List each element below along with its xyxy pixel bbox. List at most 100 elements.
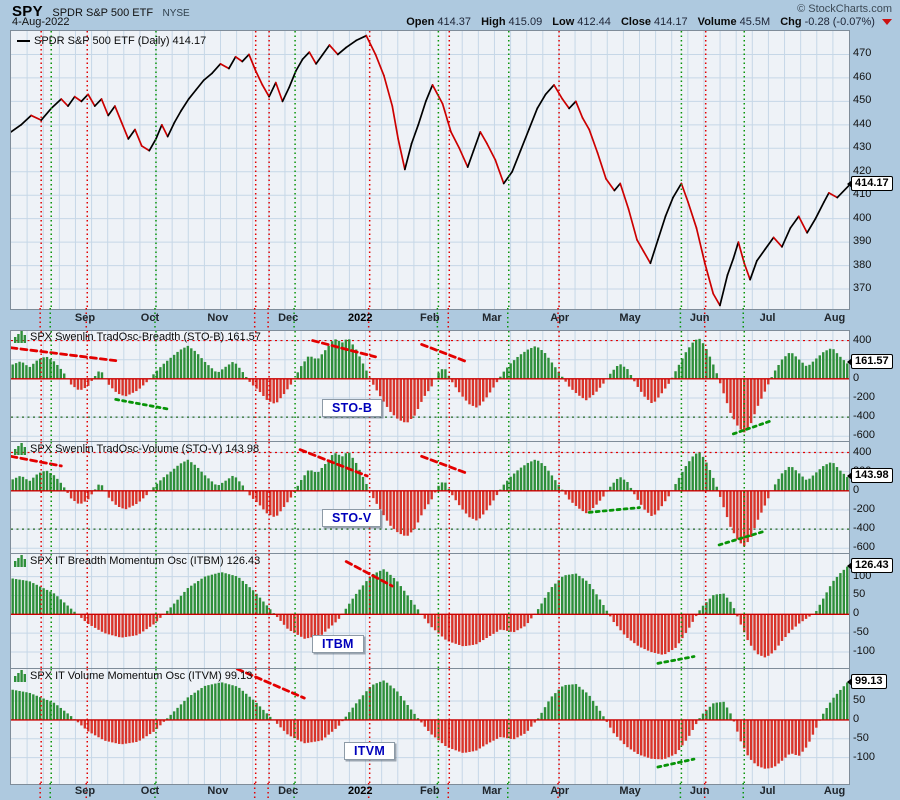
stob-panel[interactable] — [10, 330, 850, 443]
down-triangle-icon — [882, 19, 892, 26]
itvm-canvas — [11, 669, 849, 784]
axis-tick-label: -600 — [853, 429, 876, 442]
line-swatch-icon — [17, 40, 30, 42]
axis-tick-label: 0 — [853, 483, 860, 496]
month-axis-top-canvas — [39, 308, 744, 330]
axis-tick-label: -400 — [853, 522, 876, 535]
itbm-value-tag: 126.43 — [847, 557, 893, 573]
stov-value-tag: 143.98 — [847, 468, 893, 484]
chg-label: Chg — [780, 16, 802, 28]
axis-tick-label: -200 — [853, 390, 876, 403]
stob-canvas — [11, 331, 849, 442]
histogram-bars — [11, 452, 849, 547]
month-label: Jul — [759, 312, 776, 324]
price-line — [11, 34, 849, 307]
axis-tick-label: 440 — [853, 117, 872, 130]
trendline-annotation-red — [298, 448, 369, 478]
month-label: Feb — [420, 785, 440, 797]
axis-tick-label: -100 — [853, 750, 876, 763]
copyright-label: © StockCharts.com — [797, 3, 892, 15]
month-label: Sep — [74, 785, 96, 797]
axis-tick-label: -600 — [853, 541, 876, 554]
stov-panel[interactable] — [10, 441, 850, 555]
axis-tick-label: 370 — [853, 282, 872, 295]
price-value-tag: 414.17 — [847, 176, 893, 192]
month-label: Feb — [420, 312, 440, 324]
axis-tick-label: 400 — [853, 445, 872, 458]
low-value: 412.44 — [577, 16, 611, 28]
itbm-canvas — [11, 554, 849, 669]
month-label: Aug — [823, 785, 846, 797]
axis-tick-label: 380 — [853, 258, 872, 271]
month-label: Dec — [278, 785, 299, 797]
stob-value-tag: 161.57 — [847, 354, 893, 370]
itvm-label-box: ITVM — [344, 742, 396, 760]
price-legend-label: SPDR S&P 500 ETF (Daily) 414.17 — [34, 35, 207, 47]
trendline-annotation-green — [656, 655, 696, 665]
chg-value: -0.28 (-0.07%) — [804, 16, 875, 28]
stov-canvas — [11, 442, 849, 554]
month-axis-bottom-canvas — [39, 783, 744, 800]
trendline-annotation-red — [311, 339, 377, 359]
itbm-label-box: ITBM — [312, 635, 364, 653]
axis-tick-label: 50 — [853, 588, 866, 601]
itvm-value-tag: 99.13 — [847, 673, 887, 689]
trendline-annotation-red — [11, 346, 118, 363]
month-axis-top: Sep Oct Nov Dec 2022 Feb Mar Apr May Jun Jul Aug — [10, 308, 848, 330]
stob-y-axis: 4002000-200-400-600 — [851, 330, 899, 442]
itbm-legend: SPX IT Breadth Momentum Osc (ITBM) 126.4… — [14, 555, 260, 567]
month-label: Nov — [207, 312, 229, 324]
volume-value: 45.5M — [739, 16, 771, 28]
month-label: Jun — [689, 312, 710, 324]
close-value: 414.17 — [653, 16, 688, 28]
close-label: Close — [620, 16, 651, 28]
month-label: Nov — [207, 785, 229, 797]
axis-tick-label: -400 — [853, 410, 876, 423]
quote-summary: Open 414.37 High 415.09 Low 412.44 Close 414… — [399, 16, 892, 28]
chart-header: SPY SPDR S&P 500 ETF NYSE — [12, 3, 190, 21]
month-label: Jun — [689, 785, 710, 797]
stov-label-box: STO-V — [322, 509, 382, 527]
axis-tick-label: 450 — [853, 94, 872, 107]
trendline-annotation-green — [717, 529, 767, 547]
itvm-panel[interactable] — [10, 668, 850, 785]
ticker-name: SPDR S&P 500 ETF — [52, 7, 154, 19]
month-label: Oct — [140, 785, 160, 797]
month-label: Aug — [823, 312, 846, 324]
month-label: Apr — [550, 312, 570, 324]
trendline-annotation-red — [420, 342, 470, 364]
month-label: Apr — [550, 785, 570, 797]
month-label: Oct — [140, 312, 160, 324]
month-label: 2022 — [348, 785, 373, 797]
axis-tick-label: 0 — [853, 371, 860, 384]
itbm-panel[interactable] — [10, 553, 850, 670]
price-chart-panel[interactable] — [10, 30, 850, 310]
axis-tick-label: 400 — [853, 333, 872, 346]
axis-tick-label: 420 — [853, 164, 872, 177]
trendline-annotation-red — [344, 560, 394, 588]
volume-label: Volume — [697, 16, 737, 28]
stov-y-axis: 4002000-200-400-600 — [851, 441, 899, 554]
price-legend: SPDR S&P 500 ETF (Daily) 414.17 — [17, 35, 206, 47]
histogram-icon — [14, 555, 26, 567]
high-label: High — [481, 16, 506, 28]
month-label: Mar — [482, 312, 502, 324]
itvm-y-axis: 50 0 -50 -100 — [851, 668, 899, 783]
month-label: May — [619, 312, 641, 324]
axis-tick-label: -200 — [853, 502, 876, 515]
open-label: Open — [406, 16, 435, 28]
stov-legend-label: SPX Swenlin TradOsc-Volume (STO-V) 143.9… — [30, 443, 260, 455]
axis-tick-label: 460 — [853, 70, 872, 83]
itbm-legend-label: SPX IT Breadth Momentum Osc (ITBM) 126.4… — [30, 555, 261, 567]
stob-legend-label: SPX Swenlin TradOsc-Breadth (STO-B) 161.… — [30, 331, 261, 343]
axis-tick-label: 410 — [853, 188, 872, 201]
trendline-annotation-red — [11, 454, 63, 468]
trendline-annotation-green — [114, 398, 172, 411]
histogram-icon — [14, 670, 26, 682]
axis-tick-label: 0 — [853, 712, 860, 725]
month-label: 2022 — [348, 312, 373, 324]
month-label: Sep — [74, 312, 96, 324]
trendline-annotation-green — [656, 757, 696, 769]
axis-tick-label: 470 — [853, 47, 872, 60]
